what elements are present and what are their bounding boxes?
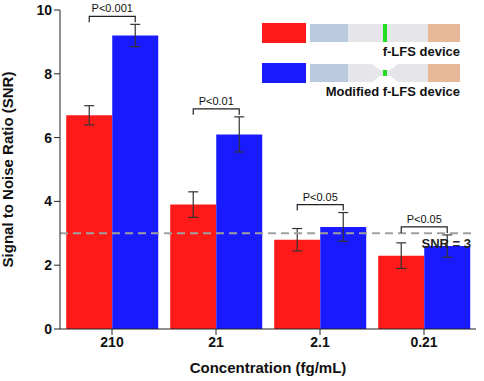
svg-text:21: 21	[208, 334, 224, 350]
svg-text:10: 10	[36, 2, 52, 18]
svg-text:Signal to Noise Ratio (SNR): Signal to Noise Ratio (SNR)	[0, 72, 16, 268]
html-text:Modified f-LFS device: Modified f-LFS device	[325, 84, 460, 99]
svg-text:P<0.05: P<0.05	[407, 213, 442, 225]
svg-text:4: 4	[44, 193, 52, 209]
svg-text:0.21: 0.21	[410, 334, 437, 350]
svg-text:P<0.05: P<0.05	[303, 191, 338, 203]
svg-text:Concentration (fg/mL): Concentration (fg/mL)	[190, 359, 347, 376]
html-text:f-LFS device: f-LFS device	[382, 44, 460, 59]
svg-text:SNR = 3: SNR = 3	[422, 236, 472, 251]
svg-text:P<0.01: P<0.01	[199, 95, 234, 107]
svg-text:8: 8	[44, 66, 52, 82]
svg-text:210: 210	[100, 334, 124, 350]
svg-text:0: 0	[44, 321, 52, 337]
svg-text:2: 2	[44, 257, 52, 273]
svg-text:P<0.001: P<0.001	[92, 2, 133, 14]
svg-text:6: 6	[44, 130, 52, 146]
svg-text:2.1: 2.1	[310, 334, 330, 350]
